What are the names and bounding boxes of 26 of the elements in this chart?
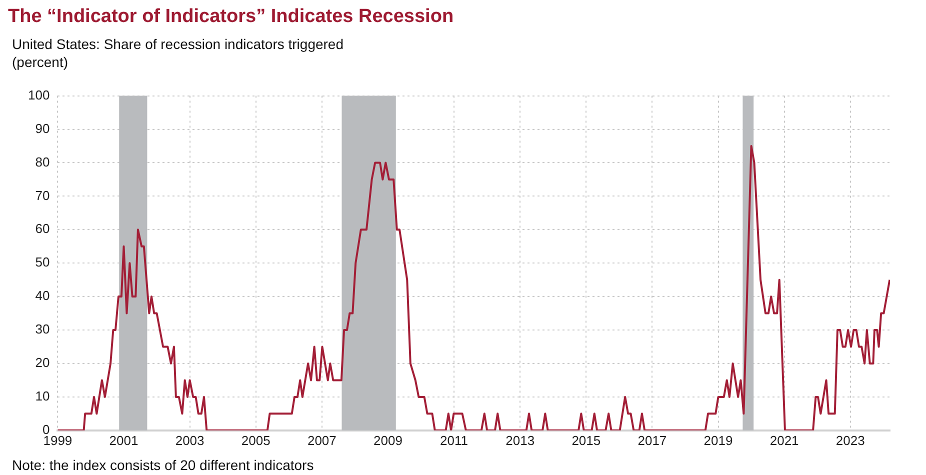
chart-subtitle: United States: Share of recession indicators triggered [12,36,344,52]
x-tick-label: 2005 [241,432,270,448]
x-tick-label: 2021 [770,432,799,448]
y-tick-label: 60 [35,221,50,236]
x-tick-label: 2019 [704,432,733,448]
y-tick-label: 20 [35,355,50,370]
y-tick-label: 50 [35,254,50,270]
x-tick-label: 2009 [374,432,402,448]
y-axis-title: (percent) [12,54,68,70]
y-tick-label: 30 [35,322,50,337]
y-tick-label: 70 [35,188,50,203]
y-tick-label: 80 [35,154,50,170]
y-tick-label: 100 [28,87,50,102]
x-tick-label: 2015 [572,432,601,448]
text: Note: the index consists of 20 different indicators [12,457,314,473]
x-tick-label: 2003 [175,432,204,448]
y-tick-label: 40 [35,288,50,304]
x-tick-label: 2007 [307,432,336,448]
chart-title: The “Indicator of Indicators” Indicates Recession [8,6,454,28]
x-tick-label: 2017 [638,432,667,448]
x-tick-label: 2011 [440,432,468,448]
x-tick-label: 2023 [836,432,865,448]
y-tick-label: 90 [35,120,50,136]
x-tick-label: 2001 [109,432,138,448]
x-tick-label: 2013 [506,432,535,448]
y-tick-label: 10 [35,388,50,404]
